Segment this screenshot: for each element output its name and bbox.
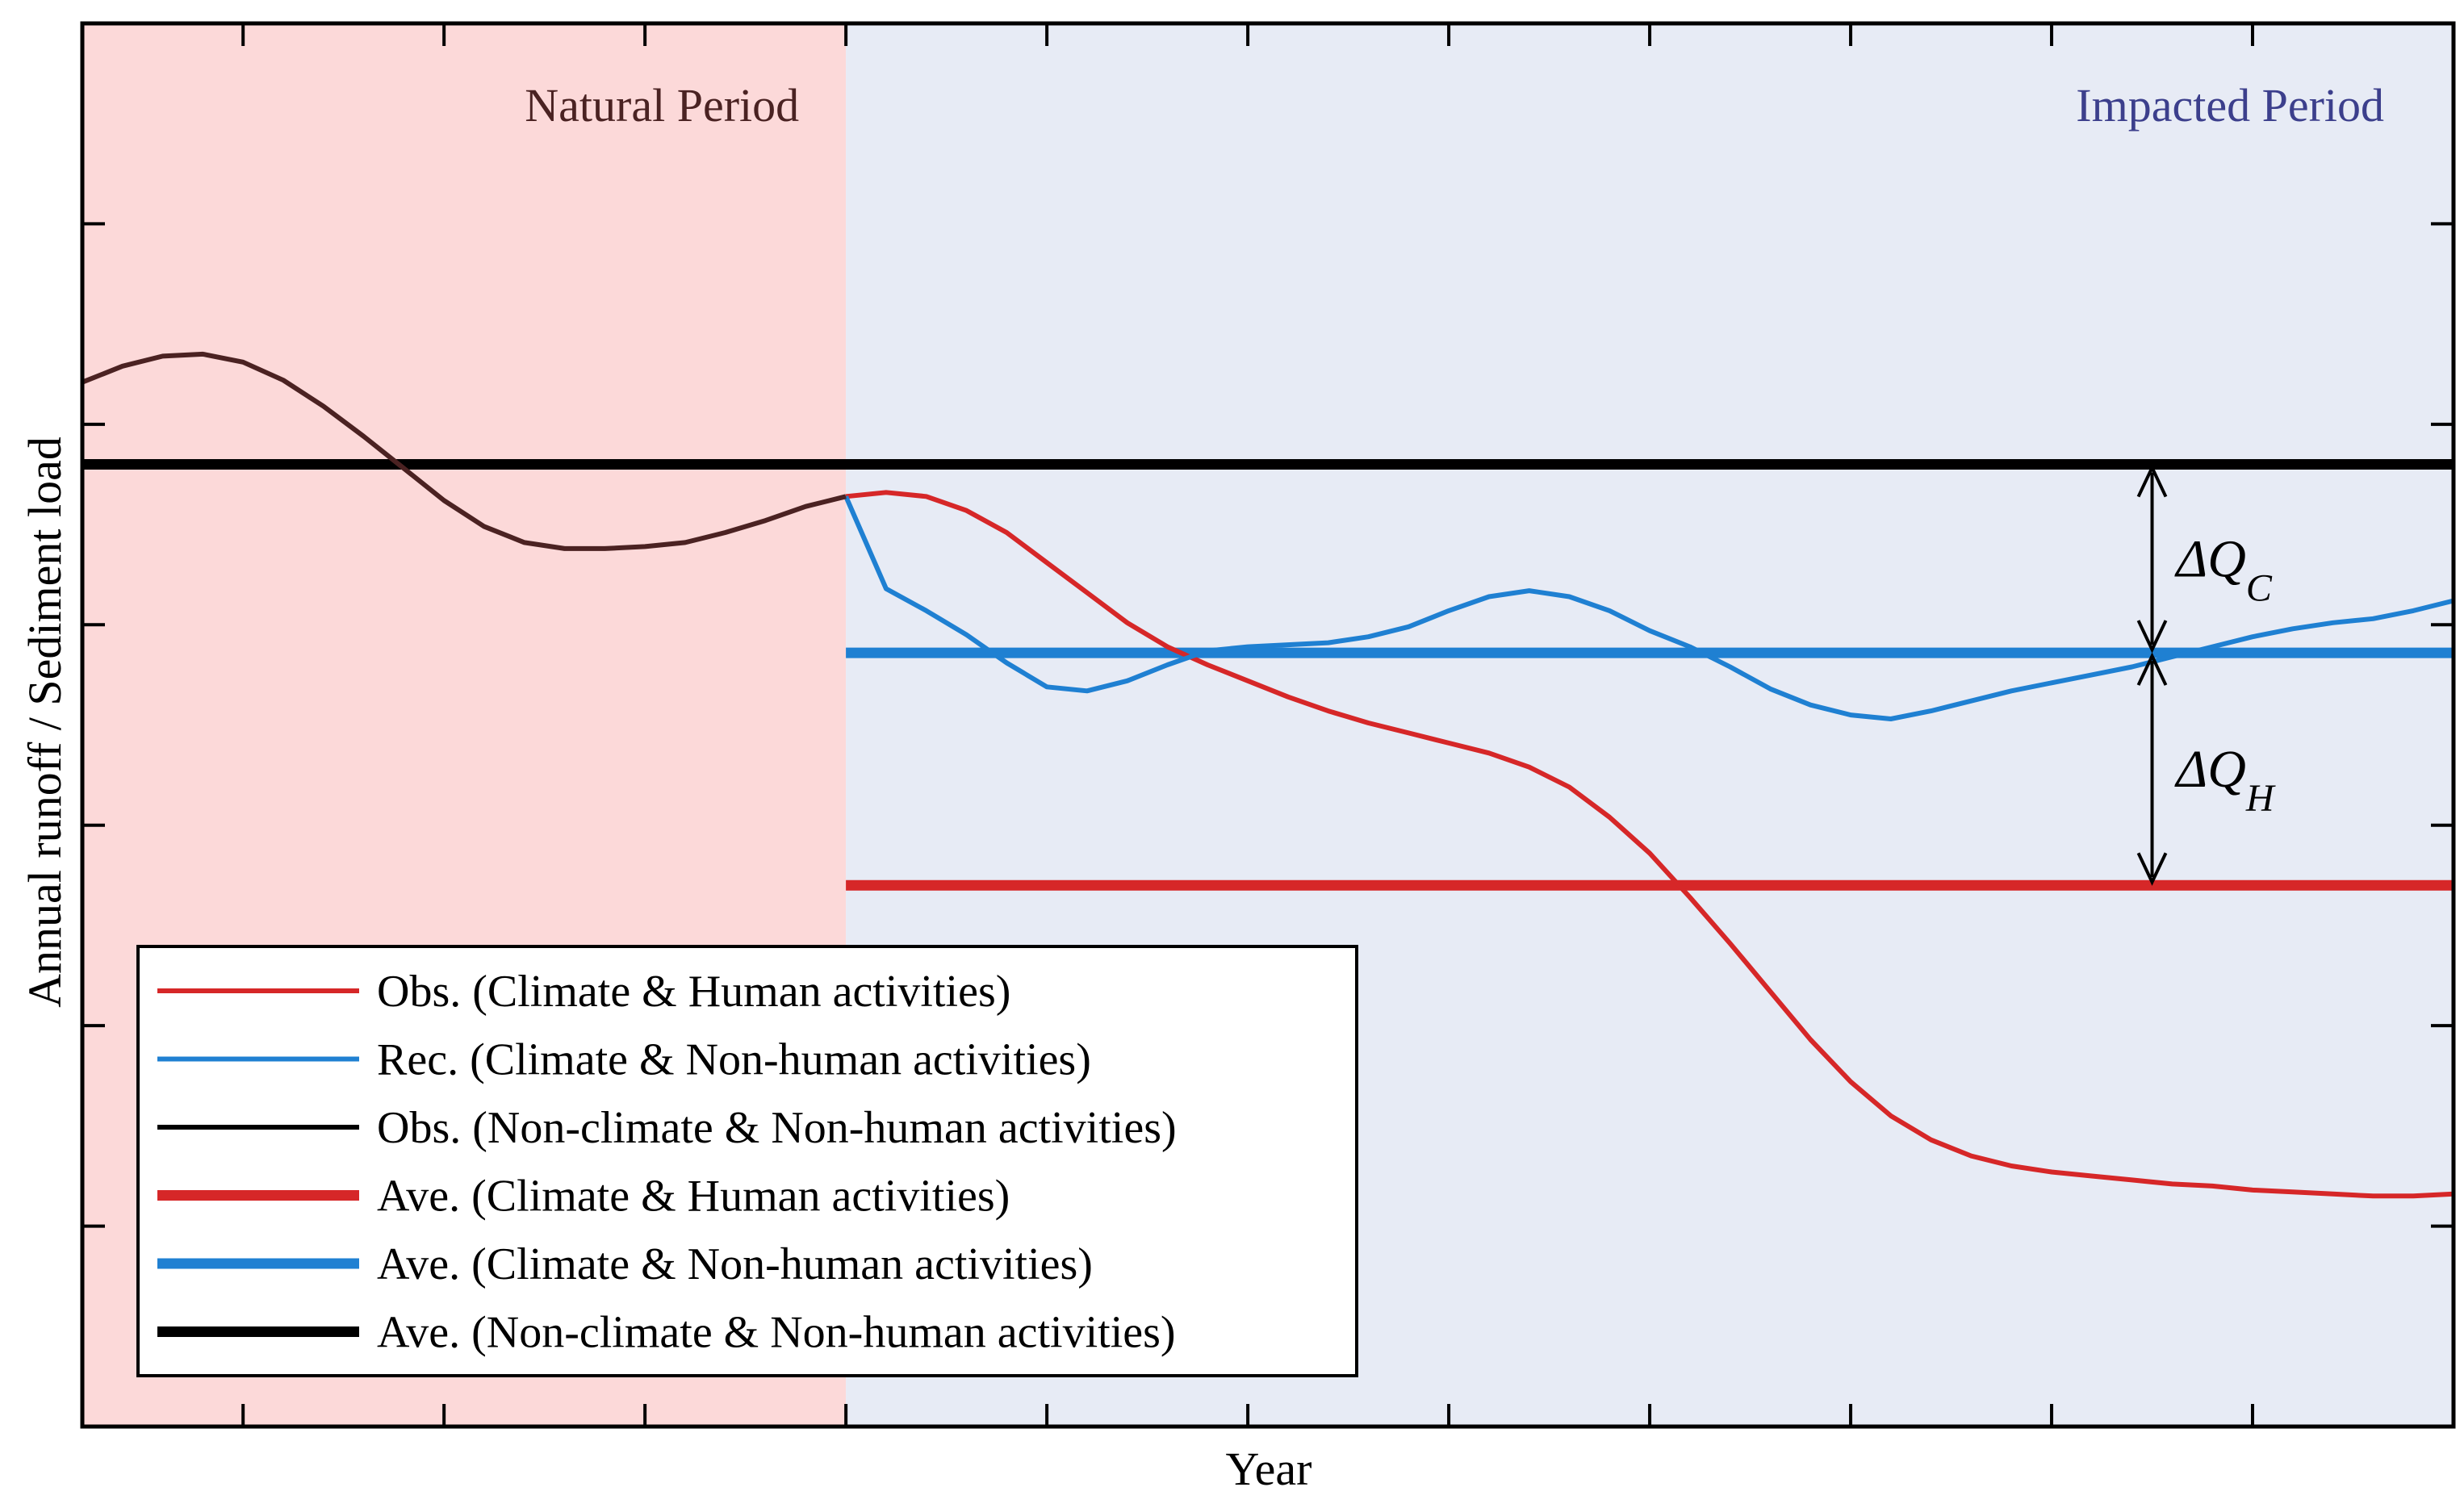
series-rec-climate-nonhuman [843,495,2454,721]
legend-entry: Rec. (Climate & Non-human activities) [157,1035,1091,1085]
legend-entry: Obs. (Climate & Human activities) [157,967,1010,1017]
natural-period-label: Natural Period [525,79,799,132]
legend-box [136,945,1358,1377]
axes-box [80,21,2456,1429]
legend-entry: Ave. (Non-climate & Non-human activities… [157,1308,1176,1358]
delta-annotations: ΔQC ΔQH [2136,463,2276,886]
legend-entry: Ave. (Climate & Non-human activities) [157,1239,1093,1289]
y-axis-label: Annual runoff / Sediment load [19,437,71,1008]
x-axis-label: Year [1226,1443,1312,1495]
annotation-dqh: ΔQH [2136,652,2276,886]
impacted-period-label: Impacted Period [2076,79,2384,132]
data-series [81,351,2454,1199]
arrow-head-up [2136,652,2168,686]
arrow-head-down [2136,620,2168,654]
arrow-head-up [2136,463,2168,498]
axis-ticks [82,23,2454,1427]
legend: Obs. (Climate & Human activities) Rec. (C… [136,945,1358,1377]
series-obs-natural [81,351,847,551]
series-obs-climate-human [845,490,2454,1199]
legend-entry: Ave. (Climate & Human activities) [157,1172,1010,1222]
annotation-dqh-label: ΔQH [2174,740,2276,820]
legend-entry: Obs. (Non-climate & Non-human activities… [157,1103,1177,1153]
annotation-dqc: ΔQC [2136,463,2273,654]
legend-label: Rec. (Climate & Non-human activities) [377,1035,1091,1085]
annotation-dqc-label: ΔQC [2174,529,2273,609]
legend-label: Ave. (Climate & Human activities) [377,1172,1010,1222]
legend-label: Obs. (Climate & Human activities) [377,967,1010,1017]
legend-label: Obs. (Non-climate & Non-human activities… [377,1103,1177,1153]
period-labels: Natural Period Impacted Period [525,79,2384,132]
legend-label: Ave. (Non-climate & Non-human activities… [377,1308,1176,1358]
plot-frame [80,21,2456,1429]
legend-label: Ave. (Climate & Non-human activities) [377,1239,1093,1289]
arrow-head-down [2136,852,2168,886]
